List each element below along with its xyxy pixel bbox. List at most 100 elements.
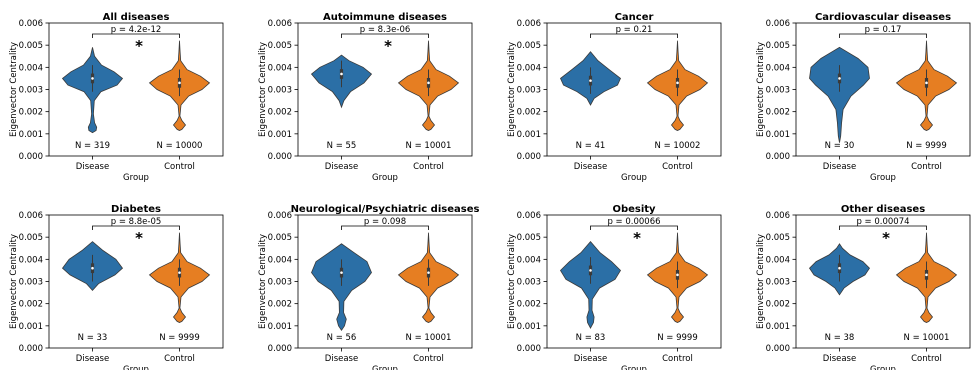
x-tick-label: Control — [413, 162, 444, 172]
y-tick-label: 0.005 — [766, 233, 790, 243]
y-tick-label: 0.000 — [268, 344, 292, 354]
subplot-title: Other diseases — [841, 204, 925, 215]
significance-star: * — [384, 37, 392, 55]
p-value-label: p = 0.21 — [616, 25, 653, 35]
n-label: N = 10002 — [655, 141, 701, 151]
violin-median-point — [427, 81, 430, 85]
y-axis-label: Eigenvector Centrality — [756, 234, 766, 329]
x-axis-label: Group — [870, 173, 896, 183]
x-tick-label: Control — [911, 162, 942, 172]
violin-median-point — [340, 72, 343, 76]
x-tick-label: Disease — [76, 354, 109, 364]
y-tick-label: 0.000 — [766, 152, 790, 162]
y-tick-label: 0.000 — [19, 152, 43, 162]
x-axis-label: Group — [870, 365, 896, 370]
y-tick-label: 0.005 — [19, 233, 43, 243]
y-tick-label: 0.002 — [19, 300, 43, 310]
y-tick-label: 0.001 — [268, 322, 292, 332]
y-tick-label: 0.000 — [517, 152, 541, 162]
y-tick-label: 0.004 — [268, 255, 292, 265]
subplot-6: 0.000 0.001 0.002 0.003 0.004 0.005 0.006 Disea… — [258, 204, 479, 370]
significance-bracket — [839, 33, 927, 38]
y-tick-label: 0.006 — [517, 211, 541, 221]
violin-median-point — [427, 271, 430, 274]
y-tick-label: 0.004 — [268, 63, 292, 73]
y-tick-label: 0.004 — [517, 63, 541, 73]
n-label: N = 30 — [825, 141, 855, 151]
violin-median-point — [925, 273, 928, 277]
y-tick-label: 0.004 — [766, 63, 790, 73]
y-axis-label: Eigenvector Centrality — [507, 42, 517, 137]
y-tick-label: 0.006 — [268, 211, 292, 221]
x-tick-label: Control — [662, 162, 693, 172]
y-tick-label: 0.002 — [766, 108, 790, 118]
violin-median-point — [589, 269, 592, 272]
n-label: N = 319 — [75, 141, 110, 151]
n-label: N = 83 — [576, 333, 606, 343]
significance-bracket — [590, 225, 678, 230]
y-tick-label: 0.006 — [766, 211, 790, 221]
y-tick-label: 0.001 — [766, 322, 790, 332]
significance-bracket — [92, 225, 180, 230]
y-tick-label: 0.001 — [19, 322, 43, 332]
subplot-1: 0.000 0.001 0.002 0.003 0.004 0.005 0.006 Disea… — [9, 12, 224, 183]
y-tick-label: 0.005 — [517, 41, 541, 51]
y-tick-label: 0.006 — [766, 19, 790, 29]
subplot-2: 0.000 0.001 0.002 0.003 0.004 0.005 0.006 Disea… — [258, 12, 473, 183]
y-tick-label: 0.001 — [766, 130, 790, 140]
y-tick-label: 0.000 — [517, 344, 541, 354]
y-tick-label: 0.002 — [517, 300, 541, 310]
y-tick-label: 0.003 — [19, 86, 43, 96]
y-tick-label: 0.005 — [19, 41, 43, 51]
y-tick-label: 0.001 — [268, 130, 292, 140]
p-value-label: p = 0.00066 — [607, 217, 660, 227]
y-tick-label: 0.000 — [268, 152, 292, 162]
significance-bracket — [590, 33, 678, 38]
n-label: N = 9999 — [906, 141, 947, 151]
y-tick-label: 0.006 — [19, 19, 43, 29]
y-tick-label: 0.001 — [517, 322, 541, 332]
violin-median-point — [925, 81, 928, 85]
significance-bracket — [341, 33, 429, 38]
y-tick-label: 0.003 — [517, 278, 541, 288]
significance-bracket — [341, 225, 429, 230]
x-tick-label: Disease — [823, 162, 856, 172]
subplot-3: 0.000 0.001 0.002 0.003 0.004 0.005 0.006 Disea… — [507, 12, 722, 183]
n-label: N = 9999 — [159, 333, 200, 343]
subplot-title: All diseases — [103, 12, 170, 23]
n-label: N = 10001 — [406, 333, 452, 343]
p-value-label: p = 8.3e-06 — [360, 25, 411, 35]
violin-median-point — [589, 79, 592, 82]
subplot-4: 0.000 0.001 0.002 0.003 0.004 0.005 0.006 Disea… — [756, 12, 971, 183]
violin-median-point — [676, 81, 679, 85]
x-tick-label: Disease — [574, 354, 607, 364]
subplot-title: Cancer — [615, 12, 654, 23]
y-axis-label: Eigenvector Centrality — [258, 42, 268, 137]
violin-median-point — [178, 271, 181, 274]
n-label: N = 41 — [576, 141, 606, 151]
p-value-label: p = 0.00074 — [856, 217, 909, 227]
significance-bracket — [92, 33, 180, 38]
subplot-8: 0.000 0.001 0.002 0.003 0.004 0.005 0.006 Disea… — [756, 204, 971, 370]
y-tick-label: 0.001 — [19, 130, 43, 140]
y-tick-label: 0.003 — [19, 278, 43, 288]
subplot-title: Autoimmune diseases — [323, 12, 447, 23]
y-tick-label: 0.003 — [766, 86, 790, 96]
n-label: N = 33 — [78, 333, 108, 343]
y-tick-label: 0.002 — [517, 108, 541, 118]
subplot-title: Neurological/Psychiatric diseases — [291, 204, 480, 215]
y-tick-label: 0.006 — [19, 211, 43, 221]
x-axis-label: Group — [123, 173, 149, 183]
p-value-label: p = 4.2e-12 — [111, 25, 162, 35]
violin-median-point — [91, 77, 94, 80]
x-tick-label: Control — [164, 354, 195, 364]
y-tick-label: 0.006 — [517, 19, 541, 29]
y-tick-label: 0.000 — [19, 344, 43, 354]
disease-violin — [311, 243, 372, 332]
violin-median-point — [676, 273, 679, 277]
y-axis-label: Eigenvector Centrality — [9, 234, 19, 329]
y-axis-label: Eigenvector Centrality — [756, 42, 766, 137]
subplot-7: 0.000 0.001 0.002 0.003 0.004 0.005 0.006 Disea… — [507, 204, 722, 370]
x-axis-label: Group — [123, 365, 149, 370]
